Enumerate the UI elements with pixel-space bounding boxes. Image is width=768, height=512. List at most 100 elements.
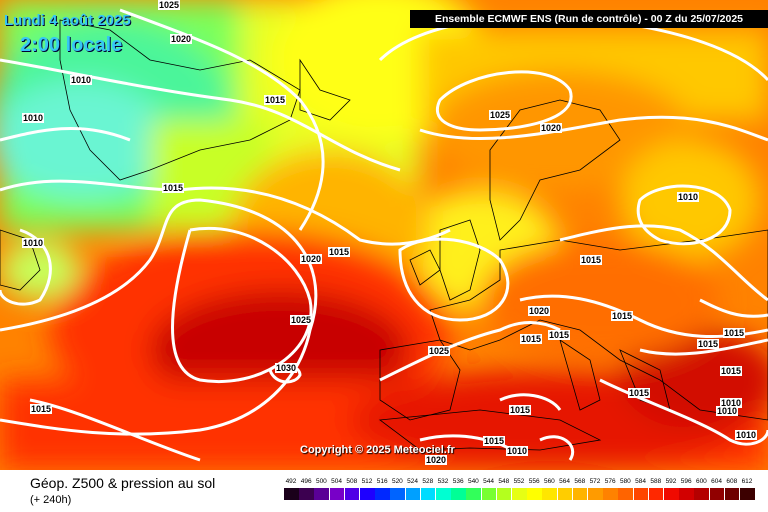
scale-swatch	[420, 488, 436, 500]
isobar-label: 1010	[720, 398, 743, 408]
scale-swatch	[572, 488, 588, 500]
scale-tick-label: 524	[407, 478, 419, 485]
scale-tick-label: 532	[437, 478, 449, 485]
isobar-label: 1010	[506, 446, 529, 456]
scale-tick-label: 600	[695, 478, 707, 485]
isobar-label: 1015	[697, 339, 720, 349]
scale-tick-label: 548	[498, 478, 510, 485]
scale-swatch	[694, 488, 709, 500]
scale-swatch	[360, 488, 375, 500]
isobar-label: 1020	[300, 254, 323, 264]
scale-tick-label: 528	[422, 478, 434, 485]
scale-tick-label: 556	[528, 478, 540, 485]
scale-swatch	[648, 488, 664, 500]
isobar-label: 1025	[158, 0, 181, 10]
isobar-label: 1015	[580, 255, 603, 265]
scale-tick-label: 516	[376, 478, 388, 485]
copyright-text: Copyright © 2025 Meteociel.fr	[300, 444, 455, 456]
scale-tick-label: 604	[711, 478, 723, 485]
scale-swatch	[466, 488, 481, 500]
isobar-label: 1015	[509, 405, 532, 415]
scale-tick-label: 508	[346, 478, 358, 485]
isobar-label: 1015	[264, 95, 287, 105]
isobar-label: 1015	[520, 334, 543, 344]
scale-swatch	[284, 488, 299, 500]
scale-tick-label: 612	[741, 478, 753, 485]
scale-tick-label: 568	[574, 478, 586, 485]
scale-swatch	[527, 488, 542, 500]
scale-tick-label: 500	[315, 478, 327, 485]
isobar-label: 1015	[720, 366, 743, 376]
isobar-label: 1020	[528, 306, 551, 316]
isobar-label: 1010	[716, 406, 739, 416]
scale-tick-label: 580	[619, 478, 631, 485]
scale-tick-label: 544	[483, 478, 495, 485]
scale-swatch	[436, 488, 451, 500]
scale-swatch	[496, 488, 512, 500]
scale-swatch	[314, 488, 329, 500]
isobar-label: 1015	[548, 330, 571, 340]
scale-tick-label: 576	[604, 478, 616, 485]
scale-tick-label: 504	[331, 478, 343, 485]
scale-swatch	[405, 488, 421, 500]
scale-tick-label: 520	[391, 478, 403, 485]
legend-footer: Géop. Z500 & pression au sol (+ 240h) 49…	[0, 470, 768, 512]
scale-swatch	[375, 488, 390, 500]
isobar-label: 1015	[162, 183, 185, 193]
scale-swatch	[329, 488, 345, 500]
legend-title: Géop. Z500 & pression au sol	[30, 475, 216, 491]
scale-tick-label: 512	[361, 478, 373, 485]
scale-swatch	[618, 488, 633, 500]
forecast-date: Lundi 4 août 2025	[4, 12, 131, 29]
scale-tick-label: 492	[285, 478, 297, 485]
scale-swatch	[664, 488, 679, 500]
isobar-label: 1010	[22, 238, 45, 248]
scale-swatch	[390, 488, 405, 500]
isobar-label: 1015	[30, 404, 53, 414]
scale-tick-label: 572	[589, 478, 601, 485]
scale-tick-label: 608	[726, 478, 738, 485]
isobar-label: 1020	[540, 123, 563, 133]
scale-tick-label: 496	[300, 478, 312, 485]
isobar-label: 1010	[70, 75, 93, 85]
scale-swatch	[603, 488, 618, 500]
z500-field	[0, 0, 768, 470]
isobar-label: 1015	[723, 328, 746, 338]
isobar-label: 1010	[22, 113, 45, 123]
scale-swatch	[512, 488, 527, 500]
scale-swatch	[299, 488, 314, 500]
isobar-label: 1015	[328, 247, 351, 257]
isobar-label: 1020	[170, 34, 193, 44]
scale-tick-label: 592	[665, 478, 677, 485]
scale-swatch	[451, 488, 466, 500]
isobar-label: 1015	[628, 388, 651, 398]
model-run-banner: Ensemble ECMWF ENS (Run de contrôle) - 0…	[410, 10, 768, 28]
scale-tick-label: 536	[452, 478, 464, 485]
scale-tick-label: 564	[559, 478, 571, 485]
scale-tick-label: 540	[467, 478, 479, 485]
scale-tick-label: 584	[635, 478, 647, 485]
scale-swatch	[724, 488, 740, 500]
isobar-label: 1025	[489, 110, 512, 120]
geopotential-map	[0, 0, 768, 470]
scale-swatch	[740, 488, 755, 500]
scale-tick-label: 588	[650, 478, 662, 485]
map-area: 1025 1020 1010 1010 1015 1015 1010 1015 …	[0, 0, 768, 470]
isobar-label: 1015	[483, 436, 506, 446]
scale-swatch	[588, 488, 603, 500]
scale-swatch	[481, 488, 497, 500]
isobar-label: 1025	[290, 315, 313, 325]
scale-swatch	[709, 488, 725, 500]
isobar-label: 1015	[611, 311, 634, 321]
scale-tick-label: 560	[543, 478, 555, 485]
scale-tick-label: 596	[680, 478, 692, 485]
scale-swatch	[557, 488, 573, 500]
forecast-time: 2:00 locale	[20, 34, 123, 56]
scale-swatch	[679, 488, 694, 500]
isobar-label: 1020	[425, 455, 448, 465]
isobar-label: 1030	[275, 363, 298, 373]
isobar-label: 1010	[677, 192, 700, 202]
isobar-label: 1010	[735, 430, 758, 440]
isobar-label: 1025	[428, 346, 451, 356]
